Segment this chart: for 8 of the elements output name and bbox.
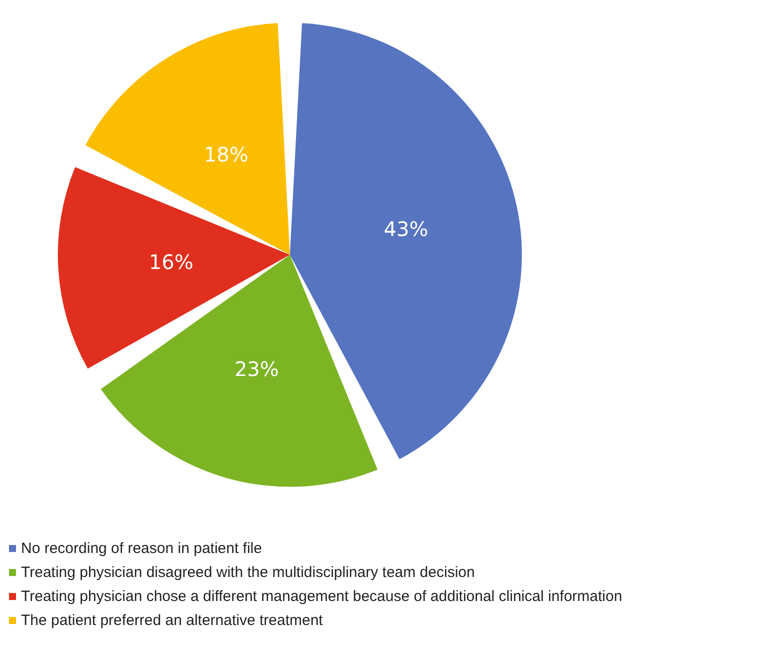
data-label: 18%	[204, 142, 248, 166]
legend-label: Treating physician chose a different management because of additional clinical information	[21, 588, 622, 605]
data-label: 43%	[384, 216, 428, 241]
legend-label: Treating physician disagreed with the multidisciplinary team decision	[21, 564, 475, 581]
legend-label: The patient preferred an alternative treatment	[21, 612, 324, 629]
data-label: 16%	[148, 250, 194, 274]
legend-label: No recording of reason in patient file	[21, 540, 262, 557]
data-label: 23%	[234, 357, 279, 382]
